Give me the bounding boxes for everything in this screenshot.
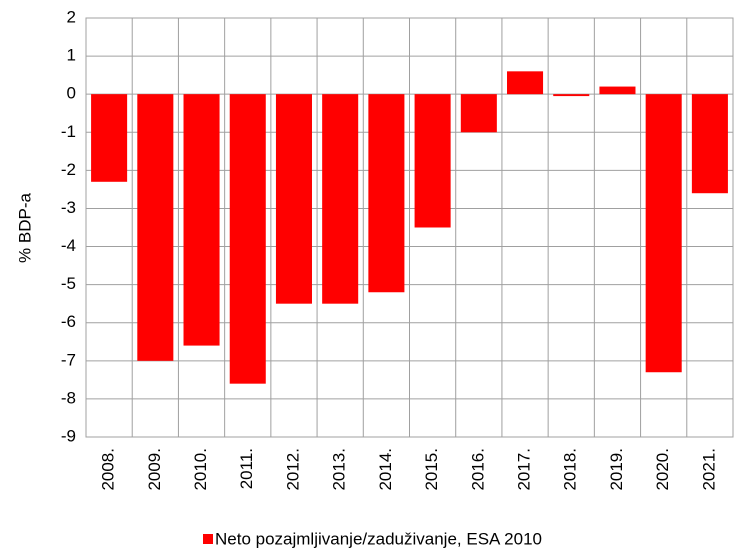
bar: [507, 71, 544, 95]
x-tick-label: 2020.: [653, 448, 672, 491]
y-tick-label: -5: [61, 274, 76, 293]
y-axis-label: % BDP-a: [15, 193, 34, 263]
x-tick-label: 2012.: [283, 448, 302, 491]
x-tick-label: 2019.: [607, 448, 626, 491]
bar: [183, 94, 220, 346]
y-tick-label: -1: [61, 122, 76, 141]
bar: [599, 86, 636, 95]
bar: [91, 94, 128, 182]
bar: [275, 94, 312, 304]
x-tick-label: 2018.: [561, 448, 580, 491]
y-tick-label: -3: [61, 198, 76, 217]
bar: [229, 94, 266, 384]
bar: [460, 94, 497, 133]
x-tick-label: 2017.: [515, 448, 534, 491]
y-tick-label: -8: [61, 388, 76, 407]
bar: [645, 94, 682, 373]
y-tick-label: -4: [61, 236, 76, 255]
legend-swatch: [203, 534, 213, 544]
x-tick-label: 2021.: [699, 448, 718, 491]
y-tick-label: -9: [61, 426, 76, 445]
y-tick-label: 0: [67, 84, 76, 103]
y-tick-label: -7: [61, 350, 76, 369]
y-tick-label: -2: [61, 160, 76, 179]
x-tick-label: 2011.: [237, 448, 256, 489]
x-tick-label: 2015.: [422, 448, 441, 491]
y-tick-label: -6: [61, 312, 76, 331]
bar: [137, 94, 174, 361]
x-tick-label: 2016.: [468, 448, 487, 491]
bar: [414, 94, 451, 228]
x-tick-label: 2013.: [330, 448, 349, 491]
bar: [322, 94, 359, 304]
bar: [553, 94, 590, 97]
legend-label: Neto pozajmljivanje/zaduživanje, ESA 201…: [215, 529, 542, 548]
y-tick-label: 2: [67, 7, 76, 26]
bar: [691, 94, 728, 194]
x-tick-label: 2014.: [376, 448, 395, 491]
bar: [368, 94, 405, 293]
y-tick-label: 1: [67, 46, 76, 65]
x-tick-label: 2010.: [191, 448, 210, 491]
x-tick-label: 2009.: [145, 448, 164, 491]
x-tick-label: 2008.: [99, 448, 118, 491]
